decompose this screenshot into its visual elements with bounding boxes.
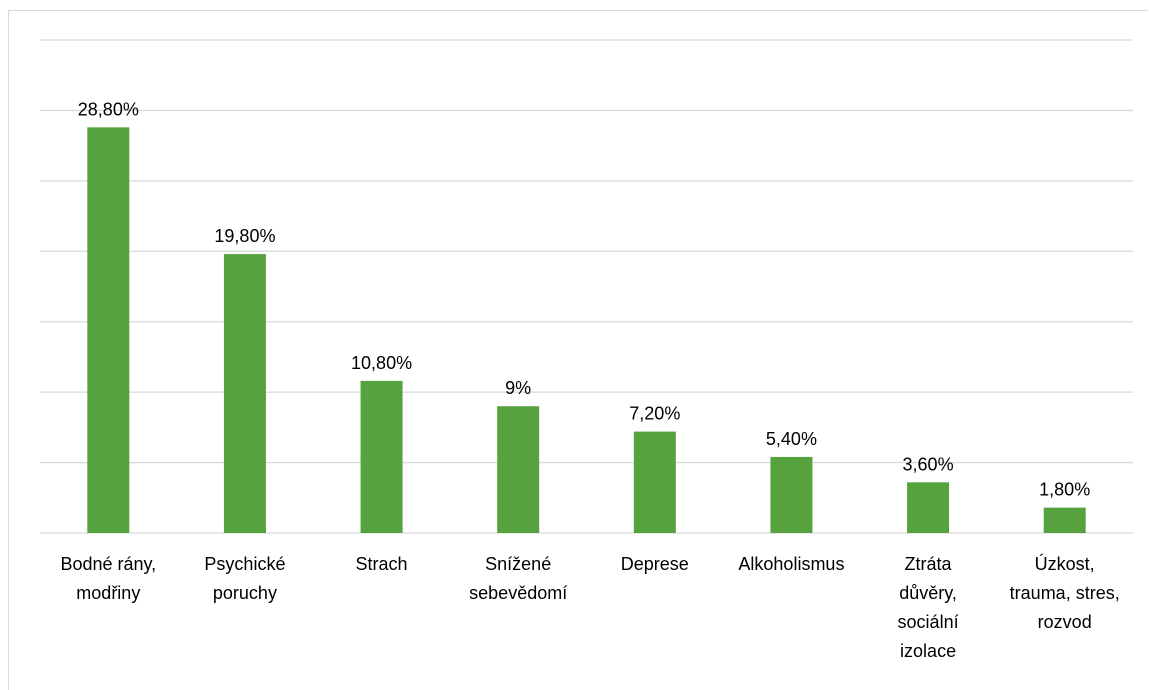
data-label: 10,80%: [351, 353, 412, 373]
x-tick-label: trauma, stres,: [1010, 583, 1120, 603]
bar: [87, 127, 130, 534]
data-label: 5,40%: [766, 429, 817, 449]
data-label: 9%: [505, 378, 531, 398]
bar: [497, 406, 540, 533]
bar: [223, 254, 266, 534]
x-tick-label: sebevědomí: [469, 583, 567, 603]
x-tick-label: Alkoholismus: [738, 554, 844, 574]
x-tick-label: důvěry,: [899, 583, 957, 603]
x-tick-label: Snížené: [485, 554, 551, 574]
bar: [360, 380, 403, 533]
x-tick-label: Psychické: [204, 554, 285, 574]
bar: [770, 456, 813, 533]
chart-frame: [8, 10, 1148, 690]
x-tick-label: Úzkost,: [1035, 553, 1095, 574]
x-tick-label: rozvod: [1038, 612, 1092, 632]
bar: [633, 431, 676, 533]
data-label: 19,80%: [214, 226, 275, 246]
x-tick-label: Bodné rány,: [60, 554, 156, 574]
bar: [907, 482, 950, 533]
data-label: 28,80%: [78, 99, 139, 119]
bar-chart: 28,80% Bodné rány, modřiny 19,80% Psychické p…: [40, 39, 1133, 661]
data-label: 7,20%: [629, 404, 680, 424]
data-label: 3,60%: [903, 454, 954, 474]
x-tick-label: Deprese: [621, 554, 689, 574]
x-tick-label: poruchy: [213, 583, 277, 603]
bar: [1043, 507, 1086, 533]
x-tick-label: sociální: [898, 612, 959, 632]
x-tick-label: Ztráta: [905, 554, 953, 574]
x-tick-label: izolace: [900, 641, 956, 661]
data-label: 1,80%: [1039, 480, 1090, 500]
x-tick-label: Strach: [356, 554, 408, 574]
x-tick-label: modřiny: [76, 583, 140, 603]
